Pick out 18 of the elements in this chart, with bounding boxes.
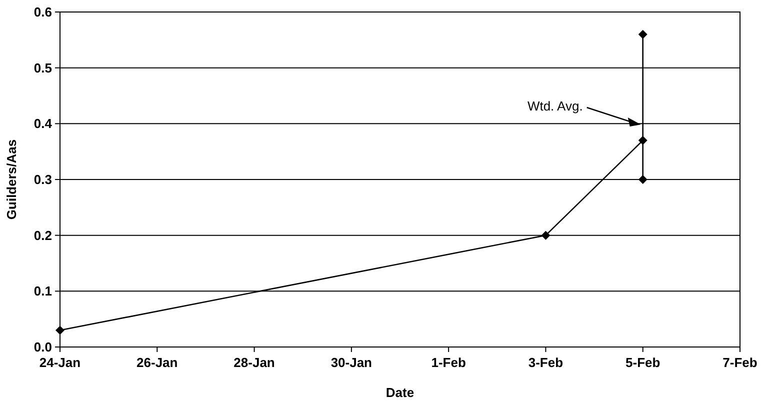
y-tick-label: 0.6 [34,4,52,20]
x-tick-label: 1-Feb [431,355,466,370]
annotation: Wtd. Avg. [527,98,583,114]
y-tick-label: 0.3 [34,172,52,188]
x-tick-label: 28-Jan [234,355,275,370]
x-tick-label: 26-Jan [136,355,178,370]
x-tick-label: 24-Jan [39,355,81,370]
y-tick-label: 0.5 [34,60,52,76]
y-tick-label: 0.0 [34,340,52,355]
x-tick-label: 3-Feb [528,355,564,370]
y-tick-label: 0.1 [34,284,52,299]
x-tick-label: 5-Feb [626,355,660,370]
y-tick-label: 0.2 [34,228,52,243]
x-tick-label: 30-Jan [330,355,372,370]
x-tick-label: 7-Feb [722,355,758,370]
x-axis-title: Date [386,385,414,400]
y-tick-label: 0.4 [34,116,53,132]
y-axis-title: Guilders/Aas [4,139,19,220]
